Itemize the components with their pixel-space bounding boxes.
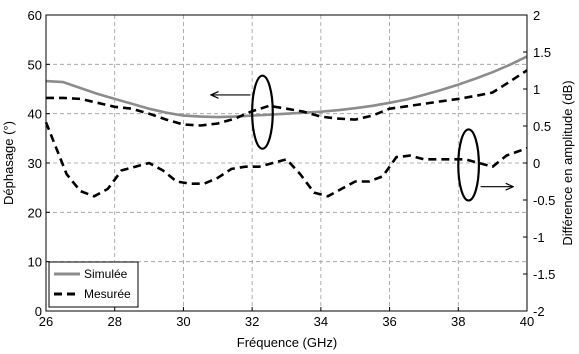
series-layer xyxy=(44,55,528,198)
y2-tick-label: 0 xyxy=(533,156,540,171)
y-tick-label: 30 xyxy=(28,156,42,171)
y-tick-labels: 0 10 20 30 40 50 60 xyxy=(28,8,50,319)
x-tick-label: 36 xyxy=(382,314,396,329)
x-tick-label: 38 xyxy=(451,314,465,329)
annotation-layer xyxy=(211,74,513,202)
y2-tick-label: -1.5 xyxy=(533,267,555,282)
y-tick-label: 20 xyxy=(28,205,42,220)
x-tick-label: 30 xyxy=(176,314,190,329)
y-tick-label: 40 xyxy=(28,107,42,122)
x-tick-label: 28 xyxy=(107,314,121,329)
series-line-2 xyxy=(44,121,528,198)
y2-axis-title: Différence en amplitude (dB) xyxy=(560,80,575,245)
legend-label-mesuree: Mesurée xyxy=(84,287,131,301)
y2-tick-label: -1 xyxy=(533,230,545,245)
series-line-simul-e xyxy=(45,55,528,119)
y2-tick-label: -0.5 xyxy=(533,193,555,208)
x-tick-label: 26 xyxy=(39,314,53,329)
y2-tick-label: 0.5 xyxy=(533,119,551,134)
y2-tick-label: 1 xyxy=(533,82,540,97)
y-tick-label: 10 xyxy=(28,255,42,270)
y-tick-label: 50 xyxy=(28,57,42,72)
legend: Simulée Mesurée xyxy=(48,261,139,308)
x-tick-label: 40 xyxy=(520,314,534,329)
x-tick-label: 34 xyxy=(314,314,328,329)
y-axis-title: Déphasage (°) xyxy=(1,121,16,205)
y-tick-label: 0 xyxy=(35,304,42,319)
annotation-ellipse-0 xyxy=(251,74,274,150)
series-line-mesur-e xyxy=(46,69,528,127)
y-tick-label: 60 xyxy=(28,8,42,23)
x-tick-labels: 26 28 30 32 34 36 38 40 xyxy=(39,307,534,329)
y2-tick-labels: -2 -1.5 -1 -0.5 0 0.5 1 1.5 2 xyxy=(523,8,555,319)
legend-box xyxy=(48,261,139,308)
y2-tick-label: 2 xyxy=(533,8,540,23)
x-axis-title: Fréquence (GHz) xyxy=(237,335,337,350)
y2-tick-label: 1.5 xyxy=(533,45,551,60)
annotation-ellipse-2 xyxy=(457,128,481,202)
y2-tick-label: -2 xyxy=(533,304,545,319)
x-tick-label: 32 xyxy=(245,314,259,329)
legend-label-simulee: Simulée xyxy=(84,267,128,281)
